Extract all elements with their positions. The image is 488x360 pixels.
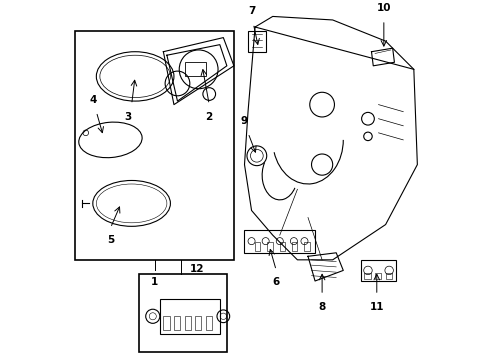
Bar xyxy=(174,316,180,330)
Text: 1: 1 xyxy=(151,278,158,288)
Bar xyxy=(139,274,226,352)
Bar xyxy=(255,242,260,251)
Bar xyxy=(304,242,309,251)
Bar xyxy=(184,316,190,330)
Bar xyxy=(385,273,391,279)
Bar xyxy=(360,260,395,281)
Bar xyxy=(267,242,272,251)
Text: 7: 7 xyxy=(247,6,255,17)
Text: 11: 11 xyxy=(369,302,383,312)
Bar xyxy=(163,316,169,330)
Bar xyxy=(184,62,205,76)
Bar xyxy=(205,316,212,330)
Bar xyxy=(195,316,201,330)
Text: 2: 2 xyxy=(205,112,212,122)
Bar xyxy=(364,273,370,279)
Bar xyxy=(291,242,297,251)
Text: 8: 8 xyxy=(318,302,325,312)
Text: 4: 4 xyxy=(89,95,96,105)
Bar xyxy=(247,31,265,52)
Text: 12: 12 xyxy=(189,264,204,274)
Bar xyxy=(160,299,220,334)
Bar xyxy=(374,273,381,279)
Text: 6: 6 xyxy=(272,278,279,288)
Text: 9: 9 xyxy=(241,116,247,126)
Bar xyxy=(244,230,314,253)
Text: 3: 3 xyxy=(124,112,131,122)
Text: 5: 5 xyxy=(106,235,114,245)
Bar xyxy=(279,242,285,251)
Bar xyxy=(75,31,233,260)
Text: 10: 10 xyxy=(376,3,390,13)
